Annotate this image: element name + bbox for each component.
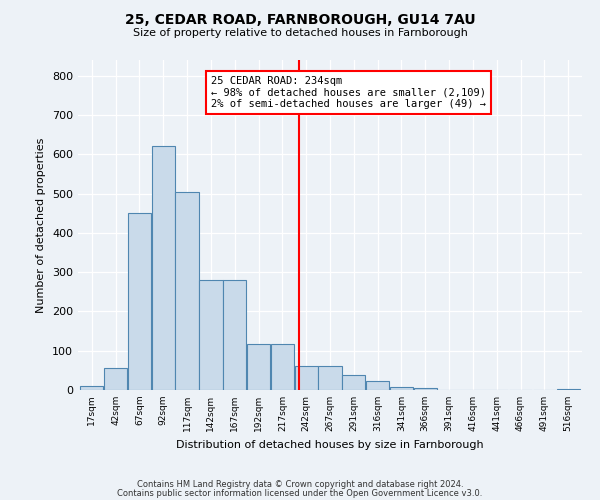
Bar [223,280,247,390]
Bar [390,387,413,390]
Bar [247,344,270,390]
Bar [271,344,294,390]
Text: 25 CEDAR ROAD: 234sqm
← 98% of detached houses are smaller (2,109)
2% of semi-de: 25 CEDAR ROAD: 234sqm ← 98% of detached … [211,76,486,109]
X-axis label: Distribution of detached houses by size in Farnborough: Distribution of detached houses by size … [176,440,484,450]
Y-axis label: Number of detached properties: Number of detached properties [37,138,46,312]
Text: Contains public sector information licensed under the Open Government Licence v3: Contains public sector information licen… [118,489,482,498]
Text: Contains HM Land Registry data © Crown copyright and database right 2024.: Contains HM Land Registry data © Crown c… [137,480,463,489]
Bar [152,146,175,390]
Bar [199,280,223,390]
Bar [319,366,341,390]
Bar [295,366,318,390]
Bar [175,192,199,390]
Bar [128,213,151,390]
Bar [104,368,127,390]
Bar [80,386,103,390]
Bar [557,389,580,390]
Text: 25, CEDAR ROAD, FARNBOROUGH, GU14 7AU: 25, CEDAR ROAD, FARNBOROUGH, GU14 7AU [125,12,475,26]
Text: Size of property relative to detached houses in Farnborough: Size of property relative to detached ho… [133,28,467,38]
Bar [413,388,437,390]
Bar [366,382,389,390]
Bar [342,375,365,390]
